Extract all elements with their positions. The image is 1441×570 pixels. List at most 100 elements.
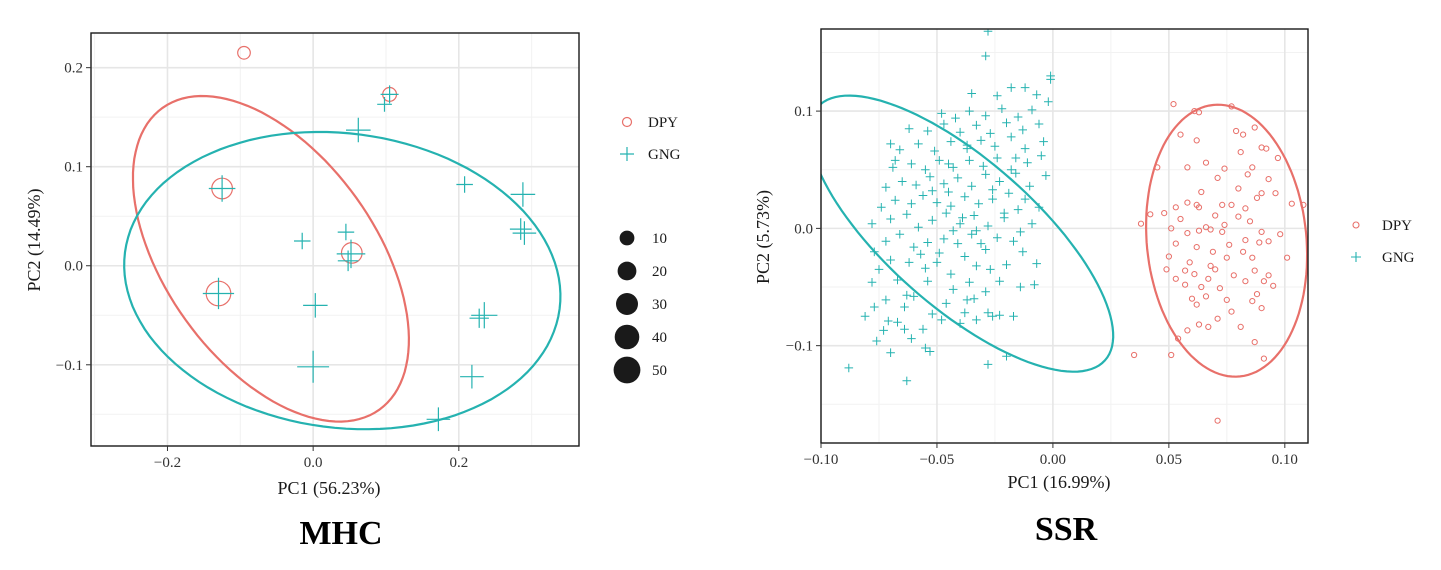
ssr-y-axis-label: PC2 (5.73%) xyxy=(753,190,774,284)
ssr-point-dpy xyxy=(1228,201,1235,208)
ssr-point-gng xyxy=(990,142,1000,151)
ssr-point-gng xyxy=(941,299,951,308)
ssr-point-gng xyxy=(879,326,888,335)
ssr-point-dpy xyxy=(1172,275,1179,282)
ssr-point-dpy xyxy=(1246,218,1254,225)
ssr-point-dpy xyxy=(1191,271,1198,278)
ssr-point-dpy xyxy=(1147,211,1154,218)
mhc-point-gng xyxy=(460,364,484,389)
ssr-point-dpy xyxy=(1249,298,1256,305)
ssr-point-gng xyxy=(972,120,981,130)
ssr-point-gng xyxy=(965,156,974,165)
ssr-point-dpy xyxy=(1182,281,1189,288)
mhc-legend-gng-label: GNG xyxy=(648,147,681,163)
mhc-y-tick-label: 0.0 xyxy=(64,259,83,275)
mhc-point-gng xyxy=(380,85,399,104)
ssr-point-gng xyxy=(988,312,997,321)
ssr-point-gng xyxy=(1006,83,1016,92)
ssr-point-dpy xyxy=(1258,190,1265,197)
mhc-legend-item-gng: GNG xyxy=(620,147,681,163)
ssr-y-tick-label: −0.1 xyxy=(786,339,813,355)
ssr-point-gng xyxy=(904,124,914,133)
ssr-legend-item-dpy: DPY xyxy=(1352,218,1412,234)
ssr-point-gng xyxy=(974,199,983,208)
ssr-point-gng xyxy=(928,309,937,319)
ssr-point-gng xyxy=(946,269,956,279)
ssr-point-gng xyxy=(877,203,886,212)
ssr-point-gng xyxy=(967,181,976,191)
mhc-ellipse-dpy xyxy=(131,94,411,423)
ssr-point-dpy xyxy=(1240,131,1247,138)
ssr-point-dpy xyxy=(1209,248,1217,255)
mhc-y-tick-label: −0.1 xyxy=(56,358,83,374)
ssr-point-gng xyxy=(907,199,916,208)
ssr-point-dpy xyxy=(1137,220,1145,227)
ssr-point-dpy xyxy=(1260,278,1268,285)
ssr-point-gng xyxy=(1034,119,1044,129)
ssr-point-gng xyxy=(902,290,912,300)
mhc-legend-item-dpy: DPY xyxy=(621,115,678,131)
ssr-point-gng xyxy=(1006,132,1016,142)
ssr-point-gng xyxy=(935,248,944,258)
ssr-point-dpy xyxy=(1265,238,1272,245)
ssr-point-gng xyxy=(886,348,895,357)
ssr-point-dpy xyxy=(1193,137,1200,144)
ssr-x-axis-ticks: −0.10 −0.05 0.00 0.05 0.10 xyxy=(804,443,1298,468)
ssr-point-gng xyxy=(907,159,916,169)
ssr-x-tick-label: 0.00 xyxy=(1040,452,1066,468)
ssr-point-gng xyxy=(893,275,902,285)
ssr-point-gng xyxy=(958,213,967,223)
ssr-point-gng xyxy=(939,179,949,189)
size-legend-dot-20 xyxy=(617,261,637,281)
ssr-point-dpy xyxy=(1168,225,1175,232)
ssr-point-gng xyxy=(935,156,944,165)
ssr-panel-title: SSR xyxy=(1035,511,1098,548)
size-legend-label-20: 20 xyxy=(652,264,667,280)
ssr-point-dpy xyxy=(1258,305,1265,312)
ssr-point-gng xyxy=(923,238,932,247)
ssr-point-dpy xyxy=(1251,267,1258,274)
ssr-point-gng xyxy=(916,249,925,259)
ssr-point-gng xyxy=(983,221,993,231)
ssr-x-tick-label: −0.05 xyxy=(920,452,955,468)
ssr-point-dpy xyxy=(1165,253,1173,260)
mhc-point-gng xyxy=(336,239,366,269)
ssr-legend-item-gng: GNG xyxy=(1351,250,1415,266)
ssr-point-gng xyxy=(867,219,877,228)
size-legend-label-40: 40 xyxy=(652,330,667,346)
ssr-point-gng xyxy=(897,177,907,186)
ssr-point-gng xyxy=(1006,165,1016,174)
ssr-point-gng xyxy=(976,136,986,145)
ssr-point-gng xyxy=(900,302,909,312)
ssr-point-gng xyxy=(953,239,963,248)
ssr-point-dpy xyxy=(1258,228,1265,235)
ssr-point-dpy xyxy=(1172,204,1179,211)
ssr-point-gng xyxy=(965,106,974,116)
ssr-point-gng xyxy=(1041,171,1051,180)
ssr-point-dpy xyxy=(1207,226,1214,233)
ssr-point-gng xyxy=(925,347,935,356)
mhc-legend-dpy-marker xyxy=(621,116,633,128)
ssr-point-dpy xyxy=(1182,267,1189,274)
ssr-legend-dpy-label: DPY xyxy=(1382,218,1412,234)
ssr-point-gng xyxy=(1018,125,1027,135)
ssr-point-gng xyxy=(983,308,993,318)
ssr-point-gng xyxy=(955,219,965,228)
ssr-point-gng xyxy=(890,156,900,165)
mhc-legend: DPY GNG 10 20 30 40 50 xyxy=(613,115,681,384)
ssr-point-gng xyxy=(1002,118,1011,128)
ssr-chart-panel: −0.10 −0.05 0.00 0.05 0.10 −0.1 0.0 0.1 PC1 (1… xyxy=(753,28,1415,548)
ssr-point-gng xyxy=(948,163,958,172)
mhc-x-axis-label: PC1 (56.23%) xyxy=(278,478,381,499)
ssr-point-gng xyxy=(967,230,976,239)
ssr-point-gng xyxy=(1032,90,1041,99)
ssr-point-gng xyxy=(902,210,912,219)
ssr-point-dpy xyxy=(1249,164,1256,171)
ssr-point-dpy xyxy=(1221,165,1228,172)
ssr-point-dpy xyxy=(1212,212,1219,219)
ssr-point-gng xyxy=(881,295,891,305)
mhc-x-tick-label: 0.0 xyxy=(304,455,323,471)
ssr-point-gng xyxy=(867,278,877,287)
ssr-point-gng xyxy=(946,201,956,211)
mhc-legend-dpy-label: DPY xyxy=(648,115,678,131)
